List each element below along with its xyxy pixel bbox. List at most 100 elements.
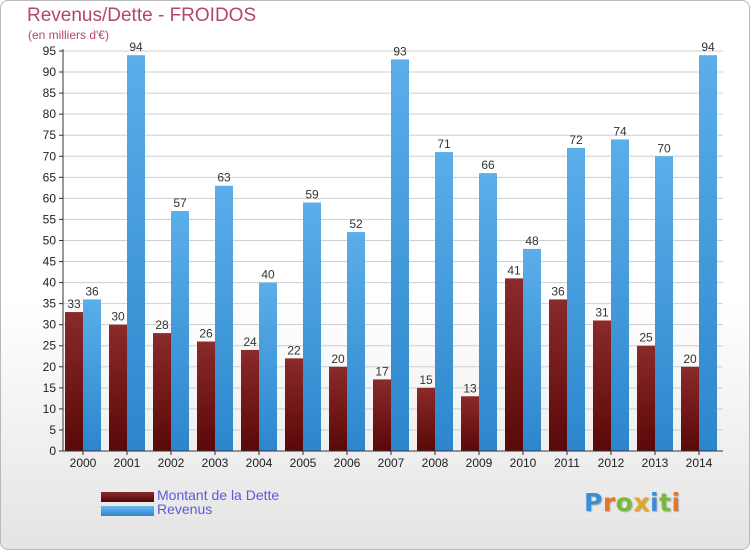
debt-value-label: 20: [331, 352, 345, 366]
y-tick-label: 15: [43, 381, 57, 395]
revenue-value-label: 59: [305, 188, 319, 202]
debt-value-label: 15: [419, 373, 433, 387]
revenue-value-label: 36: [85, 284, 99, 298]
revenue-bar: [479, 173, 497, 451]
y-tick-label: 95: [43, 44, 57, 58]
debt-value-label: 26: [199, 327, 213, 341]
x-tick-label: 2009: [466, 456, 493, 470]
debt-value-label: 24: [243, 335, 257, 349]
legend-swatch-revenue: [101, 506, 154, 516]
revenue-value-label: 94: [129, 40, 143, 54]
y-tick-label: 25: [43, 339, 57, 353]
revenue-bar: [127, 55, 145, 452]
y-tick-label: 0: [49, 444, 56, 458]
revenue-value-label: 57: [173, 196, 187, 210]
y-tick-label: 80: [43, 107, 57, 121]
revenue-bar: [83, 299, 101, 451]
x-tick-label: 2008: [422, 456, 449, 470]
revenue-value-label: 72: [569, 133, 583, 147]
y-tick-label: 10: [43, 402, 57, 416]
revenue-bar: [303, 202, 321, 451]
revenue-value-label: 48: [525, 234, 539, 248]
revenue-bar: [435, 152, 453, 452]
debt-bar: [153, 333, 171, 451]
debt-bar: [681, 366, 699, 451]
x-tick-label: 2001: [114, 456, 141, 470]
debt-value-label: 17: [375, 364, 389, 378]
debt-bar: [197, 341, 215, 451]
y-tick-label: 50: [43, 233, 57, 247]
debt-value-label: 28: [155, 318, 169, 332]
chart-title: Revenus/Dette - FROIDOS: [27, 5, 257, 26]
debt-value-label: 22: [287, 343, 301, 357]
debt-bar: [241, 349, 259, 451]
legend-swatch-debt: [101, 492, 154, 502]
legend-label-debt: Montant de la Dette: [157, 487, 280, 503]
debt-value-label: 20: [683, 352, 697, 366]
x-tick-label: 2007: [378, 456, 405, 470]
revenue-value-label: 94: [701, 40, 715, 54]
x-tick-label: 2006: [334, 456, 361, 470]
proxiti-logo: Proxiti: [584, 488, 681, 517]
revenue-bar: [699, 55, 717, 452]
debt-value-label: 36: [551, 284, 565, 298]
x-tick-label: 2003: [202, 456, 229, 470]
debt-value-label: 13: [463, 381, 477, 395]
debt-bar: [461, 396, 479, 451]
debt-value-label: 30: [111, 310, 125, 324]
revenue-value-label: 74: [613, 124, 627, 138]
revenue-value-label: 66: [481, 158, 495, 172]
x-tick-label: 2005: [290, 456, 317, 470]
y-tick-label: 70: [43, 149, 57, 163]
revenue-bar: [567, 147, 585, 451]
debt-value-label: 25: [639, 331, 653, 345]
y-tick-label: 55: [43, 212, 57, 226]
revenue-value-label: 71: [437, 137, 451, 151]
x-tick-label: 2004: [246, 456, 273, 470]
debt-bar: [285, 358, 303, 451]
revenue-bar: [171, 211, 189, 451]
debt-bar: [65, 312, 83, 451]
debt-bar: [593, 320, 611, 451]
chart-subtitle: (en milliers d'€): [28, 28, 109, 42]
debt-bar: [549, 299, 567, 451]
debt-value-label: 41: [507, 263, 521, 277]
x-tick-label: 2002: [158, 456, 185, 470]
revenue-bar: [259, 282, 277, 451]
legend-label-revenue: Revenus: [157, 501, 213, 517]
x-tick-label: 2011: [554, 456, 580, 470]
revenue-value-label: 52: [349, 217, 363, 231]
y-tick-label: 75: [43, 128, 57, 142]
debt-value-label: 33: [67, 297, 81, 311]
y-tick-label: 90: [43, 65, 57, 79]
revenue-bar: [523, 248, 541, 451]
debt-bar: [109, 324, 127, 451]
revenue-bar: [655, 156, 673, 451]
y-tick-label: 85: [43, 86, 57, 100]
revenue-bar: [215, 185, 233, 451]
revenue-value-label: 70: [657, 141, 671, 155]
revenue-bar: [611, 139, 629, 451]
revenue-value-label: 93: [393, 44, 407, 58]
x-tick-label: 2000: [70, 456, 97, 470]
y-tick-label: 5: [49, 423, 56, 437]
debt-bar: [505, 278, 523, 451]
y-tick-label: 30: [43, 318, 57, 332]
y-tick-label: 35: [43, 297, 57, 311]
y-tick-label: 60: [43, 191, 57, 205]
x-tick-label: 2012: [598, 456, 625, 470]
revenue-bar: [391, 59, 409, 451]
y-tick-label: 45: [43, 255, 57, 269]
debt-bar: [417, 387, 435, 451]
x-tick-label: 2010: [510, 456, 537, 470]
y-tick-label: 40: [43, 276, 57, 290]
revenue-value-label: 63: [217, 171, 231, 185]
debt-bar: [373, 379, 391, 451]
x-tick-label: 2014: [686, 456, 713, 470]
debt-bar: [329, 366, 347, 451]
x-tick-label: 2013: [642, 456, 669, 470]
revenue-bar: [347, 232, 365, 451]
debt-bar: [637, 345, 655, 451]
